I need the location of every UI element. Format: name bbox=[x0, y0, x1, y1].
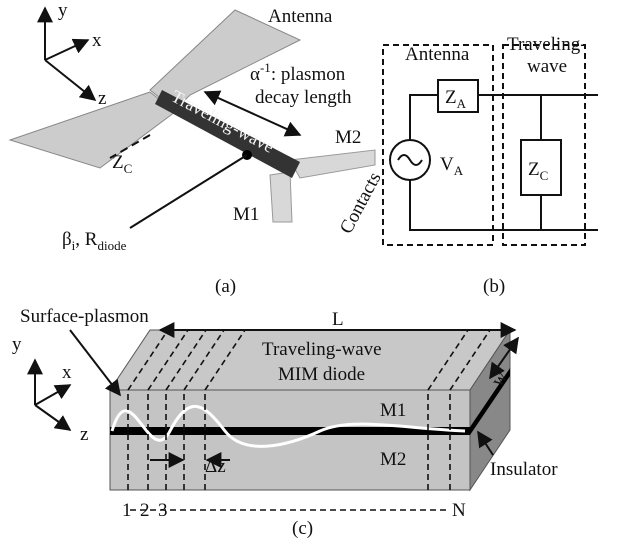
label: M2 bbox=[380, 449, 406, 470]
label: C bbox=[540, 168, 549, 183]
decor bbox=[45, 8, 95, 100]
label: Traveling- bbox=[507, 34, 587, 55]
label: 2 bbox=[140, 500, 150, 521]
label: Surface-plasmon bbox=[20, 306, 149, 327]
label: ZC bbox=[528, 159, 548, 183]
label: A bbox=[457, 96, 467, 111]
label: M1 bbox=[233, 204, 259, 225]
caption: (c) bbox=[292, 518, 313, 539]
label: z bbox=[80, 424, 88, 445]
label: M1 bbox=[380, 400, 406, 421]
label: x bbox=[92, 30, 102, 51]
label: N bbox=[452, 500, 466, 521]
label: M2 bbox=[335, 127, 361, 148]
label: : plasmon bbox=[271, 64, 346, 85]
label: x bbox=[62, 362, 72, 383]
label: Contacts bbox=[336, 169, 386, 238]
label: Z bbox=[445, 87, 457, 108]
figure: y x z Antenna α-1: plasmon decay length … bbox=[0, 0, 618, 546]
label: wave bbox=[527, 56, 567, 77]
label: Antenna bbox=[405, 44, 470, 65]
label: ZA bbox=[445, 87, 467, 111]
label: MIM diode bbox=[278, 364, 365, 385]
label: Z bbox=[528, 159, 540, 180]
label: diode bbox=[97, 238, 126, 253]
label: V bbox=[440, 154, 454, 175]
caption: (a) bbox=[215, 276, 236, 297]
caption: (b) bbox=[483, 276, 505, 297]
label: Insulator bbox=[490, 459, 558, 480]
label: ZC bbox=[112, 152, 132, 176]
label: Traveling-wave bbox=[262, 339, 382, 360]
label: Δz bbox=[205, 456, 226, 477]
label: z bbox=[98, 88, 106, 109]
label: , R bbox=[75, 229, 98, 250]
label: decay length bbox=[255, 87, 352, 108]
label: C bbox=[124, 161, 133, 176]
label: Z bbox=[112, 152, 124, 173]
label: -1 bbox=[260, 60, 271, 75]
label: 3 bbox=[158, 500, 168, 521]
label: y bbox=[12, 334, 22, 355]
label: A bbox=[454, 163, 464, 178]
label: L bbox=[332, 309, 344, 330]
label: β bbox=[62, 229, 72, 250]
label: 1 bbox=[122, 500, 132, 521]
label: βi, Rdiode bbox=[62, 229, 127, 253]
label: α bbox=[250, 64, 260, 85]
label: Antenna bbox=[268, 6, 333, 27]
label: y bbox=[58, 0, 68, 21]
label: VA bbox=[440, 154, 464, 178]
label: α-1: plasmon bbox=[250, 60, 346, 85]
